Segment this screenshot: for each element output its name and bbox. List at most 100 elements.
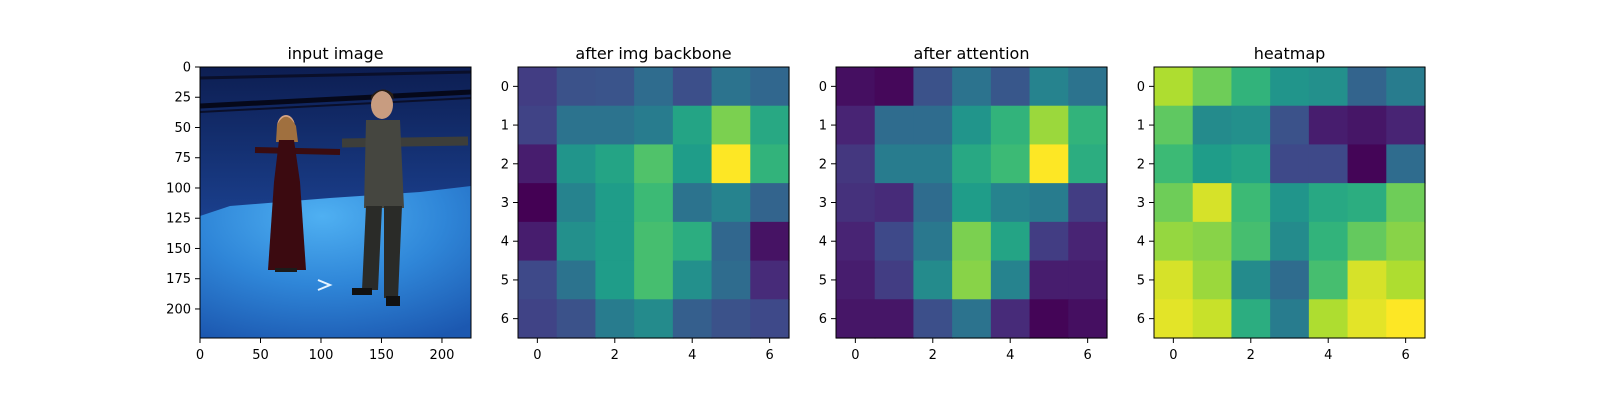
heatmap-cell bbox=[990, 105, 1031, 146]
heatmap-cell bbox=[1308, 299, 1349, 339]
heatmap-cell bbox=[1068, 221, 1108, 262]
heatmap-cell bbox=[634, 105, 674, 146]
y-tick-label: 0 bbox=[183, 61, 191, 76]
heatmap-cell bbox=[711, 105, 751, 146]
y-tick-label: 4 bbox=[819, 235, 827, 250]
heatmap-cell bbox=[952, 221, 992, 262]
heatmap-cell bbox=[518, 183, 558, 223]
heatmap-cell bbox=[672, 183, 713, 223]
heatmap-cell bbox=[1231, 260, 1271, 300]
x-tick-label: 0 bbox=[533, 348, 541, 363]
heatmap-cell bbox=[595, 183, 635, 223]
y-tick-label: 3 bbox=[501, 196, 509, 211]
heatmap-cell bbox=[556, 67, 597, 107]
heatmap-cell bbox=[1154, 144, 1194, 184]
heatmap-cell bbox=[634, 67, 674, 107]
heatmap-cell bbox=[913, 260, 953, 300]
heatmap-cell bbox=[556, 105, 597, 146]
heatmap-cell bbox=[1154, 260, 1194, 300]
x-tick-label: 50 bbox=[252, 348, 269, 363]
heatmap-cell bbox=[1029, 144, 1069, 184]
x-tick-label: 100 bbox=[309, 348, 334, 363]
heatmap-cells bbox=[1154, 67, 1426, 339]
heatmap-cell bbox=[1386, 299, 1426, 339]
heatmap-cell bbox=[836, 67, 876, 107]
heatmap-cell bbox=[634, 299, 674, 339]
ceiling-rig bbox=[200, 89, 471, 109]
heatmap-cell bbox=[1270, 260, 1310, 300]
heatmap-cell bbox=[1068, 67, 1108, 107]
x-tick-label: 6 bbox=[766, 348, 774, 363]
heatmap-cell bbox=[874, 260, 915, 300]
heatmap-cell bbox=[672, 105, 713, 146]
heatmap-cell bbox=[1308, 183, 1349, 223]
x-tick-label: 0 bbox=[1169, 348, 1177, 363]
heatmap-cell bbox=[1347, 221, 1387, 262]
heatmap-cell bbox=[1386, 105, 1426, 146]
heatmap-cell bbox=[750, 67, 790, 107]
heatmap-cell bbox=[1386, 144, 1426, 184]
y-tick-label: 0 bbox=[501, 80, 509, 95]
heatmap-cell bbox=[711, 299, 751, 339]
x-tick-label: 0 bbox=[196, 348, 204, 363]
heatmap-cell bbox=[1154, 183, 1194, 223]
heatmap-cell bbox=[874, 105, 915, 146]
heatmap-cell bbox=[874, 67, 915, 107]
heatmap-cell bbox=[990, 299, 1031, 339]
heatmap-cell bbox=[556, 221, 597, 262]
heatmap-cell bbox=[874, 144, 915, 184]
heatmap-cell bbox=[1347, 144, 1387, 184]
y-tick-label: 2 bbox=[819, 157, 827, 172]
heatmap-cell bbox=[874, 183, 915, 223]
x-tick-label: 0 bbox=[851, 348, 859, 363]
heatmap-cell bbox=[1308, 105, 1349, 146]
heatmap-cell bbox=[1154, 221, 1194, 262]
heatmap-cell bbox=[1029, 105, 1069, 146]
heatmap-cell bbox=[836, 183, 876, 223]
heatmap-cell bbox=[750, 144, 790, 184]
heatmap-cell bbox=[1386, 260, 1426, 300]
person-right bbox=[341, 89, 469, 306]
heatmap-cell bbox=[672, 221, 713, 262]
heatmap-cell bbox=[836, 260, 876, 300]
panel-after-img-backbone: after img backbone 0 2 4 6 0 1 2 3 4 5 6 bbox=[501, 44, 790, 363]
y-tick-label: 1 bbox=[501, 119, 509, 134]
heatmap-cell bbox=[672, 144, 713, 184]
heatmap-cell bbox=[1270, 183, 1310, 223]
heatmap-cell bbox=[1068, 105, 1108, 146]
heatmap-cell bbox=[518, 299, 558, 339]
y-tick-label: 1 bbox=[1137, 119, 1145, 134]
y-tick-label: 1 bbox=[819, 119, 827, 134]
heatmap-cell bbox=[634, 260, 674, 300]
y-tick-label: 3 bbox=[819, 196, 827, 211]
heatmap-cell bbox=[913, 299, 953, 339]
heatmap-cell bbox=[595, 67, 635, 107]
heatmap-cell bbox=[1386, 67, 1426, 107]
heatmap-cell bbox=[836, 144, 876, 184]
heatmap-cell bbox=[952, 105, 992, 146]
x-tick-label: 4 bbox=[1006, 348, 1014, 363]
floor-marker bbox=[317, 279, 333, 291]
heatmap-cell bbox=[1308, 144, 1349, 184]
heatmap-cell bbox=[1068, 183, 1108, 223]
axes-after-img-backbone: 0 2 4 6 0 1 2 3 4 5 6 bbox=[501, 80, 774, 363]
axes-input-image: 0 50 100 150 200 0 25 50 75 100 125 150 175 200 bbox=[166, 61, 454, 364]
heatmap-cell bbox=[1029, 221, 1069, 262]
heatmap-cell bbox=[634, 144, 674, 184]
heatmap-cell bbox=[556, 144, 597, 184]
x-tick-label: 6 bbox=[1402, 348, 1410, 363]
y-tick-label: 6 bbox=[1137, 312, 1145, 327]
heatmap-cell bbox=[672, 299, 713, 339]
x-tick-label: 150 bbox=[369, 348, 394, 363]
y-tick-label: 4 bbox=[501, 235, 509, 250]
heatmap-cell bbox=[990, 221, 1031, 262]
y-tick-label: 3 bbox=[1137, 196, 1145, 211]
heatmap-cell bbox=[1068, 299, 1108, 339]
heatmap-cell bbox=[990, 144, 1031, 184]
heatmap-cell bbox=[518, 144, 558, 184]
x-tick-label: 200 bbox=[430, 348, 455, 363]
panel-title: input image bbox=[287, 44, 383, 63]
y-tick-label: 5 bbox=[1137, 273, 1145, 288]
x-tick-label: 2 bbox=[611, 348, 619, 363]
x-tick-label: 2 bbox=[929, 348, 937, 363]
